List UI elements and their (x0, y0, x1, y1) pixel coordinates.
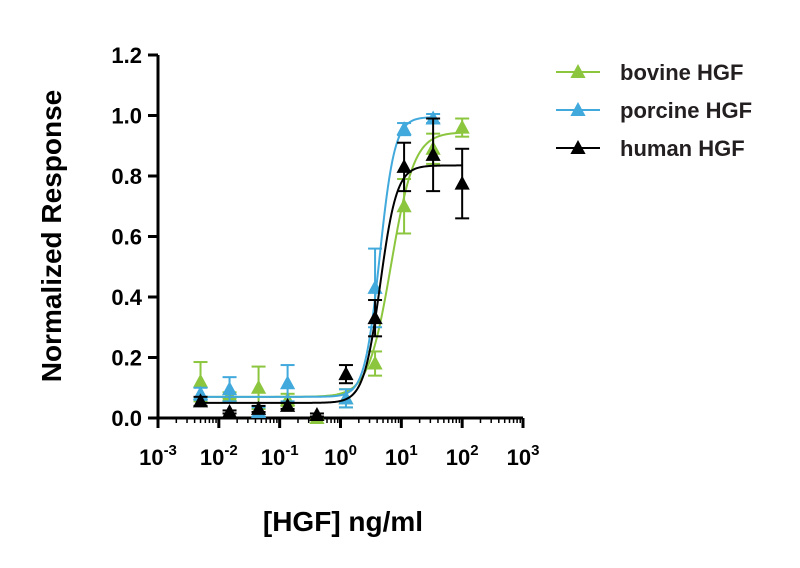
legend-item-human-hgf: human HGF (556, 136, 745, 161)
human-hgf-data-point (454, 175, 470, 190)
x-tick-label: 103 (507, 442, 540, 470)
bovine-hgf-data-point (367, 355, 383, 370)
human-hgf-data-point (367, 310, 383, 325)
porcine-hgf-data-point (338, 390, 354, 405)
human-hgf-data-point (338, 366, 354, 381)
bovine-hgf-data-point (396, 198, 412, 213)
x-tick-label: 100 (324, 442, 357, 470)
y-tick-label: 1.0 (111, 104, 142, 129)
legend-item-bovine-hgf: bovine HGF (556, 60, 743, 85)
x-tick-label: 10-3 (139, 442, 177, 470)
legend-marker (570, 102, 586, 116)
bovine-hgf-fit-curve (200, 131, 463, 398)
human-hgf-fit-curve (200, 164, 463, 404)
porcine-hgf-data-point (279, 375, 296, 390)
bovine-hgf-data-point (454, 119, 470, 134)
plot-area: 0.0 0.2 0.4 0.6 0.8 1.0 1.2 10-3 10-2 10-1 100 101 1… (111, 43, 539, 470)
porcine-hgf-fit-curve (200, 116, 434, 398)
human-hgf-data-point (221, 403, 238, 418)
y-tick-label: 0.2 (111, 346, 142, 371)
y-tick-label: 1.2 (111, 43, 142, 68)
y-tick-label: 0.6 (111, 225, 142, 250)
legend-marker (570, 140, 586, 154)
x-tick-label: 101 (385, 442, 418, 470)
legend-label: bovine HGF (620, 60, 743, 85)
y-tick-label: 0.4 (111, 285, 142, 310)
human-hgf-data-point (192, 393, 209, 408)
legend-label: porcine HGF (620, 98, 752, 123)
bovine-hgf-data-point (192, 373, 209, 388)
x-tick-label: 102 (446, 442, 479, 470)
legend-item-porcine-hgf: porcine HGF (556, 98, 752, 123)
y-tick-label: 0.0 (111, 406, 142, 431)
x-tick-label: 10-2 (200, 442, 238, 470)
legend: bovine HGF porcine HGF human HGF (556, 60, 752, 161)
legend-marker (570, 64, 586, 78)
y-axis-label: Normalized Response (36, 90, 67, 383)
human-hgf-data-point (309, 406, 325, 421)
human-hgf-data-point (250, 400, 267, 415)
x-axis-label: [HGF] ng/ml (263, 506, 423, 537)
human-hgf-data-point (396, 158, 412, 173)
porcine-hgf-data-point (221, 381, 238, 396)
x-tick-label: 10-1 (261, 442, 299, 470)
y-tick-label: 0.8 (111, 164, 142, 189)
human-hgf-data-point (425, 146, 441, 161)
human-hgf-data-point (279, 397, 296, 412)
bovine-hgf-data-point (250, 379, 267, 394)
legend-label: human HGF (620, 136, 745, 161)
porcine-hgf-data-point (396, 121, 412, 136)
